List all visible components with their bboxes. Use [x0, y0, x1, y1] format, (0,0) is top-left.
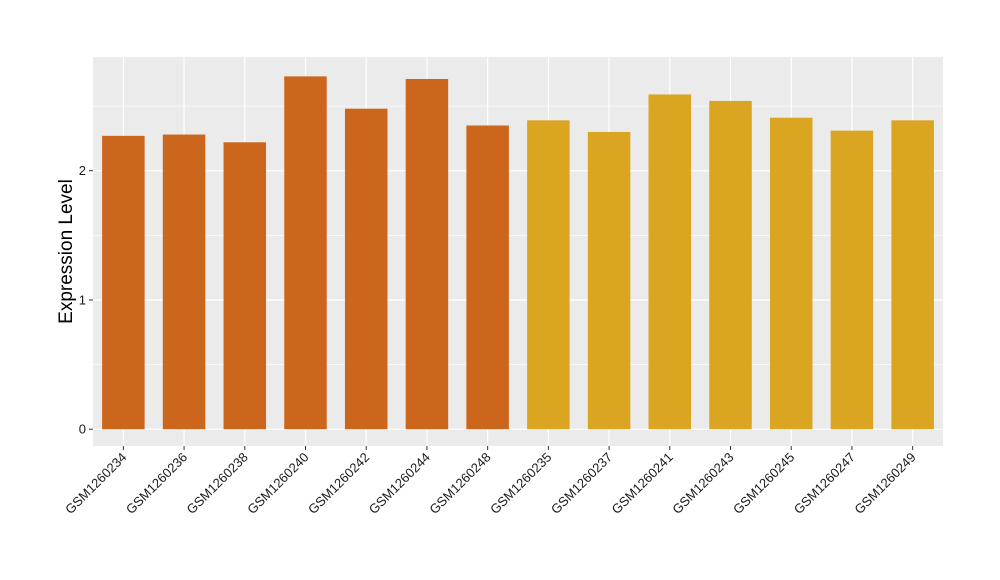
x-tick-label: GSM1260234 — [62, 450, 129, 517]
x-tick-label: GSM1260243 — [669, 450, 736, 517]
x-tick-label: GSM1260249 — [851, 450, 918, 517]
bar — [648, 94, 692, 430]
bar — [284, 76, 327, 430]
y-tick-label: 0 — [79, 422, 86, 437]
x-tick-label: GSM1260237 — [548, 450, 615, 517]
x-tick-label: GSM1260238 — [184, 450, 251, 517]
bar — [527, 120, 570, 430]
bars — [102, 76, 934, 430]
bar — [709, 100, 752, 430]
x-tick-label: GSM1260242 — [305, 450, 372, 517]
bar — [405, 78, 449, 430]
x-tick-label: GSM1260244 — [366, 450, 433, 517]
y-axis-title: Expression Level — [56, 179, 77, 324]
y-tick-label: 2 — [79, 163, 86, 178]
x-tick-label: GSM1260241 — [609, 450, 676, 517]
bar — [102, 135, 145, 430]
plot-panel — [93, 57, 943, 446]
bar — [830, 130, 874, 430]
bar — [344, 108, 388, 430]
x-tick-label: GSM1260240 — [244, 450, 311, 517]
bar — [162, 134, 206, 430]
bar — [223, 142, 267, 430]
bar — [769, 117, 813, 430]
bar — [891, 120, 934, 430]
x-tick-label: GSM1260236 — [123, 450, 190, 517]
x-tick-label: GSM1260245 — [730, 450, 797, 517]
y-tick-label: 1 — [79, 292, 86, 307]
x-tick-label: GSM1260248 — [426, 450, 493, 517]
bar — [466, 125, 509, 430]
bar — [587, 131, 631, 430]
x-tick-label: GSM1260235 — [487, 450, 554, 517]
x-tick-label: GSM1260247 — [791, 450, 858, 517]
